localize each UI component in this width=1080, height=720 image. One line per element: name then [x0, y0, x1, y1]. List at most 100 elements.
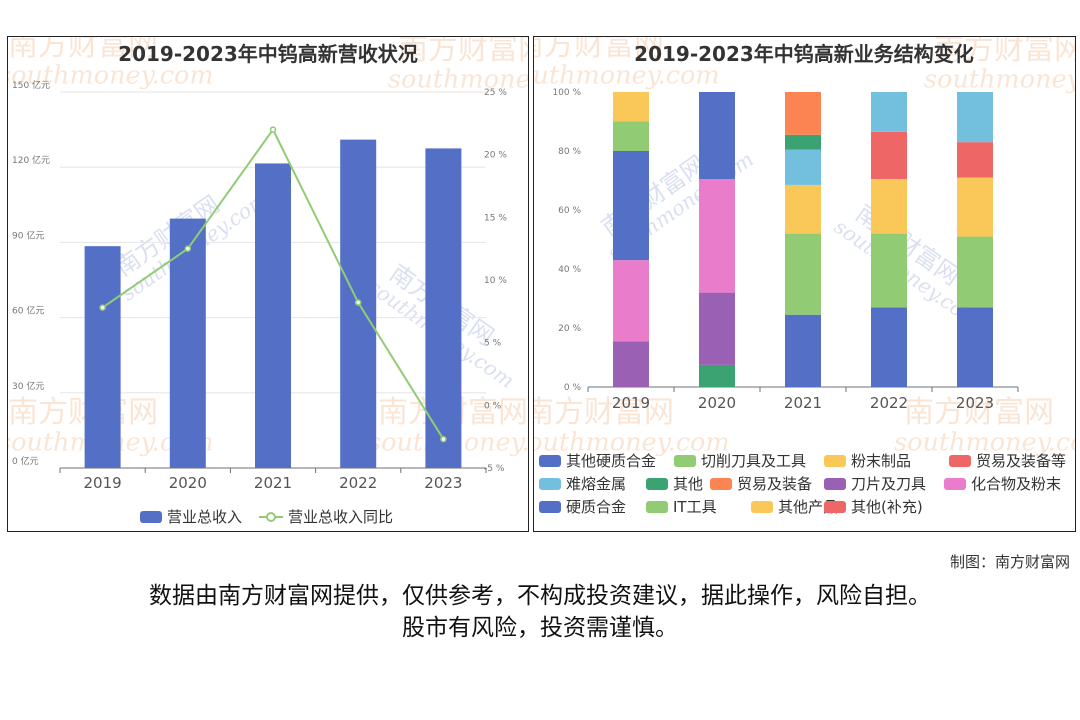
legend-swatch	[944, 478, 966, 490]
x-tick-label: 2023	[956, 394, 994, 412]
point-revenue-yoy	[184, 245, 192, 252]
x-tick-label: 2019	[84, 474, 122, 492]
watermark-en: southmoney.com	[924, 65, 1075, 95]
legend-label-revenue-yoy: 营业总收入同比	[288, 508, 393, 526]
chart-title: 2019-2023年中钨高新业务结构变化	[634, 42, 974, 66]
legend-label: 贸易及装备等	[976, 452, 1066, 470]
watermark-cn: 南方财富网	[8, 37, 158, 63]
legend-marker-yoy	[266, 512, 276, 522]
stack-segment-硬质合金	[957, 307, 993, 387]
legend-label: 粉末制品	[851, 452, 911, 470]
stack-segment-其他(补充)	[871, 131, 907, 180]
legend-swatch-revenue	[140, 511, 162, 523]
legend-label: 其他硬质合金	[566, 452, 656, 470]
point-revenue-yoy	[99, 304, 106, 311]
y-left-tick-label: 0 亿元	[12, 455, 39, 467]
x-tick-label: 2021	[784, 394, 822, 412]
watermark-cn: 南方财富网	[398, 37, 528, 67]
stack-segment-其他	[785, 134, 821, 150]
watermark-en: southmoney.com	[8, 61, 214, 91]
stack-segment-IT工具	[957, 236, 993, 308]
stack-segment-硬质合金	[613, 151, 649, 261]
chart-credit: 制图：南方财富网	[949, 553, 1070, 571]
business-structure-chart: 南方财富网southmoney.com南方财富网southmoney.com南方…	[534, 37, 1075, 516]
y-right-tick-label: 20 %	[484, 151, 507, 161]
legend-swatch	[710, 478, 732, 490]
y-tick-label: 40 %	[558, 265, 581, 275]
disclaimer-line-1: 数据由南方财富网提供，仅供参考，不构成投资建议，据此操作，风险自担。	[149, 583, 931, 609]
y-left-tick-label: 30 亿元	[12, 380, 44, 392]
legend-label: 切削刀具及工具	[701, 452, 806, 470]
legend-swatch	[824, 455, 846, 467]
legend: 营业总收入 营业总收入同比	[140, 508, 393, 526]
stack-segment-IT工具	[613, 121, 649, 151]
point-revenue-yoy	[269, 126, 277, 133]
stack-segment-硬质合金	[871, 307, 907, 387]
legend-swatch	[646, 478, 668, 490]
stack-segment-硬质合金	[785, 314, 821, 387]
watermark-cn: 南方财富网	[534, 395, 674, 430]
legend-label: 硬质合金	[566, 498, 626, 516]
stack-segment-难熔金属	[957, 92, 993, 143]
stack-segment-其他产品	[785, 184, 821, 234]
y-left-tick-label: 150 亿元	[12, 79, 50, 91]
watermark-cn: 南方财富网	[8, 395, 158, 430]
y-right-tick-label: 10 %	[484, 276, 507, 286]
stack-segment-难熔金属	[785, 149, 821, 185]
x-tick-label: 2021	[254, 474, 292, 492]
legend-swatch	[824, 478, 846, 490]
legend-label-revenue: 营业总收入	[167, 508, 242, 526]
x-tick-label: 2022	[870, 394, 908, 412]
watermark-cn: 南方财富网	[534, 37, 664, 63]
x-tick-label: 2022	[339, 474, 377, 492]
legend-label: 化合物及粉末	[971, 475, 1061, 493]
stack-segment-其他产品	[957, 177, 993, 237]
stack-segment-IT工具	[785, 233, 821, 315]
legend-label: 贸易及装备	[737, 475, 812, 493]
legend-swatch	[539, 455, 561, 467]
legend-swatch	[539, 501, 561, 513]
y-left-tick-label: 90 亿元	[12, 229, 44, 241]
y-left-tick-label: 120 亿元	[12, 154, 50, 166]
y-left-tick-label: 60 亿元	[12, 305, 44, 317]
legend-swatch	[824, 501, 846, 513]
stack-segment-化合物及粉末	[613, 260, 649, 342]
y-tick-label: 60 %	[558, 206, 581, 216]
point-revenue-yoy	[354, 299, 362, 306]
watermark-cn: 南方财富网	[904, 395, 1054, 430]
stack-segment-其他	[699, 364, 735, 387]
y-right-tick-label: 5 %	[484, 339, 502, 349]
y-tick-label: 0 %	[564, 383, 582, 393]
watermark-en: southmoney.com	[894, 428, 1075, 458]
stack-segment-硬质合金	[699, 92, 735, 180]
stack-segment-化合物及粉末	[699, 179, 735, 293]
bar-revenue	[255, 163, 291, 468]
legend-label: 其他(补充)	[851, 498, 923, 516]
revenue-chart: 南方财富网southmoney.com南方财富网southmoney.com南方…	[8, 37, 528, 526]
business-structure-chart-panel: 南方财富网southmoney.com南方财富网southmoney.com南方…	[533, 36, 1076, 532]
y-right-tick-label: -5 %	[484, 464, 505, 474]
legend-swatch	[949, 455, 971, 467]
legend-label: 其他	[673, 475, 703, 493]
point-revenue-yoy	[440, 435, 447, 443]
legend-label: 刀片及刀具	[851, 475, 926, 493]
stack-segment-其他产品	[871, 179, 907, 234]
legend-swatch	[674, 455, 696, 467]
y-right-tick-label: 25 %	[484, 88, 507, 98]
x-tick-label: 2023	[424, 474, 462, 492]
y-right-tick-label: 15 %	[484, 213, 507, 223]
stack-segment-其他产品	[613, 92, 649, 122]
stack-segment-刀片及刀具	[699, 292, 735, 365]
stack-segment-贸易及装备	[785, 92, 821, 135]
legend-swatch	[539, 478, 561, 490]
disclaimer-line-2: 股市有风险，投资需谨慎。	[402, 615, 678, 641]
x-tick-label: 2020	[698, 394, 736, 412]
legend-label: 难熔金属	[566, 475, 626, 493]
legend-label: IT工具	[673, 498, 717, 516]
bar-revenue	[169, 218, 206, 468]
legend-label: 其他产品	[778, 498, 838, 516]
stack-segment-IT工具	[871, 233, 907, 308]
